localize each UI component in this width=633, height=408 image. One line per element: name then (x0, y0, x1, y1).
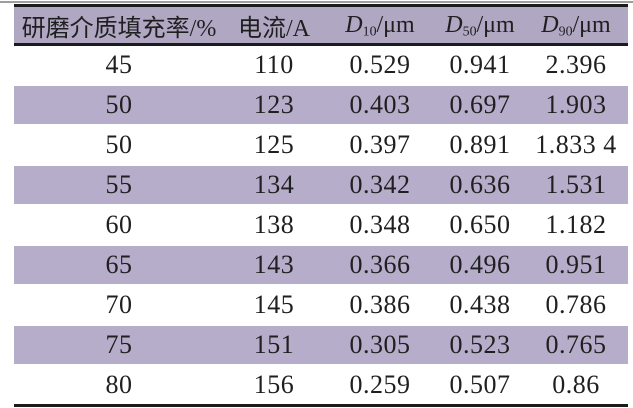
table-cell: 0.523 (436, 324, 524, 366)
table-cell: 156 (253, 370, 295, 399)
table-cell: 134 (224, 164, 324, 206)
col-header-d50: D50/μm (436, 5, 524, 46)
col-header-d90: D90/μm (524, 5, 628, 46)
table-cell: 0.386 (349, 290, 411, 319)
table-header-row: 研磨介质填充率/% 电流/A D10/μm D50/μm D90/μm (14, 5, 628, 46)
table-cell: 50 (14, 84, 224, 126)
table-cell: 50 (105, 130, 133, 159)
d90-subscript: 90 (558, 23, 573, 39)
table-row: 50 125 0.397 0.891 1.833 4 (14, 125, 628, 165)
table-cell: 0.348 (349, 210, 411, 239)
table-cell: 0.86 (552, 370, 600, 399)
col-header-d10: D10/μm (324, 5, 436, 46)
d10-unit: /μm (376, 11, 415, 38)
scan-artifact-line (0, 1, 633, 3)
table-cell: 0.438 (449, 290, 511, 319)
table-cell: 110 (254, 50, 294, 79)
d90-unit: /μm (572, 11, 611, 38)
table-cell: 0.342 (324, 164, 436, 206)
table-cell: 0.951 (524, 244, 628, 286)
table-cell: 0.403 (324, 84, 436, 126)
table-cell: 65 (14, 244, 224, 286)
table-cell: 125 (253, 130, 295, 159)
table-cell: 145 (253, 290, 295, 319)
table-row: 80 156 0.259 0.507 0.86 (14, 365, 628, 406)
table-cell: 0.636 (436, 164, 524, 206)
d50-symbol: D (445, 11, 463, 38)
table-cell: 0.496 (436, 244, 524, 286)
table-cell: 0.529 (349, 50, 411, 79)
table-cell: 0.305 (324, 324, 436, 366)
d10-symbol: D (345, 11, 363, 38)
table-row: 75 151 0.305 0.523 0.765 (14, 324, 628, 366)
table-cell: 1.182 (545, 210, 607, 239)
table-cell: 0.397 (349, 130, 411, 159)
table-cell: 1.531 (524, 164, 628, 206)
table-cell: 70 (105, 290, 133, 319)
table-cell: 2.396 (545, 50, 607, 79)
table-cell: 0.507 (449, 370, 511, 399)
d50-unit: /μm (476, 11, 515, 38)
table-cell: 45 (105, 50, 133, 79)
table-cell: 0.650 (449, 210, 511, 239)
table-row: 55 134 0.342 0.636 1.531 (14, 164, 628, 206)
table-cell: 151 (224, 324, 324, 366)
table-cell: 143 (224, 244, 324, 286)
table-cell: 0.259 (349, 370, 411, 399)
table-row: 60 138 0.348 0.650 1.182 (14, 205, 628, 245)
table-cell: 1.833 4 (535, 130, 617, 159)
table-cell: 60 (105, 210, 133, 239)
table-cell: 0.765 (524, 324, 628, 366)
table-row: 65 143 0.366 0.496 0.951 (14, 244, 628, 286)
d50-subscript: 50 (462, 23, 477, 39)
table-row: 50 123 0.403 0.697 1.903 (14, 84, 628, 126)
table-cell: 0.697 (436, 84, 524, 126)
col-header-filling-rate: 研磨介质填充率/% (14, 5, 224, 46)
table-cell: 123 (224, 84, 324, 126)
col-header-current: 电流/A (224, 5, 324, 46)
table-cell: 0.891 (449, 130, 511, 159)
d10-subscript: 10 (362, 23, 377, 39)
table-cell: 0.941 (449, 50, 511, 79)
d90-symbol: D (541, 11, 559, 38)
table-cell: 80 (105, 370, 133, 399)
table-row: 70 145 0.386 0.438 0.786 (14, 285, 628, 325)
table-row: 45 110 0.529 0.941 2.396 (14, 45, 628, 86)
table-cell: 138 (253, 210, 295, 239)
table-cell: 55 (14, 164, 224, 206)
table-cell: 0.786 (545, 290, 607, 319)
grinding-media-results-table: 研磨介质填充率/% 电流/A D10/μm D50/μm D90/μm 45 1… (14, 4, 628, 407)
table-cell: 75 (14, 324, 224, 366)
table-cell: 1.903 (524, 84, 628, 126)
table-cell: 0.366 (324, 244, 436, 286)
